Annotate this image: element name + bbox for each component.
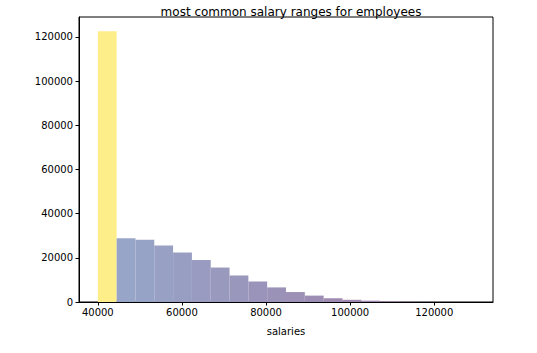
svg-text:40000: 40000 — [82, 307, 114, 318]
svg-text:100000: 100000 — [35, 76, 73, 87]
svg-text:20000: 20000 — [41, 252, 73, 263]
svg-text:60000: 60000 — [166, 307, 198, 318]
svg-text:100000: 100000 — [331, 307, 369, 318]
svg-text:120000: 120000 — [415, 307, 453, 318]
svg-text:salaries: salaries — [267, 326, 306, 337]
svg-text:80000: 80000 — [41, 120, 73, 131]
svg-text:most common salary ranges for: most common salary ranges for employees — [161, 5, 422, 19]
svg-text:80000: 80000 — [250, 307, 282, 318]
svg-text:40000: 40000 — [41, 208, 73, 219]
svg-text:0: 0 — [67, 297, 73, 308]
svg-text:60000: 60000 — [41, 164, 73, 175]
svg-text:120000: 120000 — [35, 31, 73, 42]
